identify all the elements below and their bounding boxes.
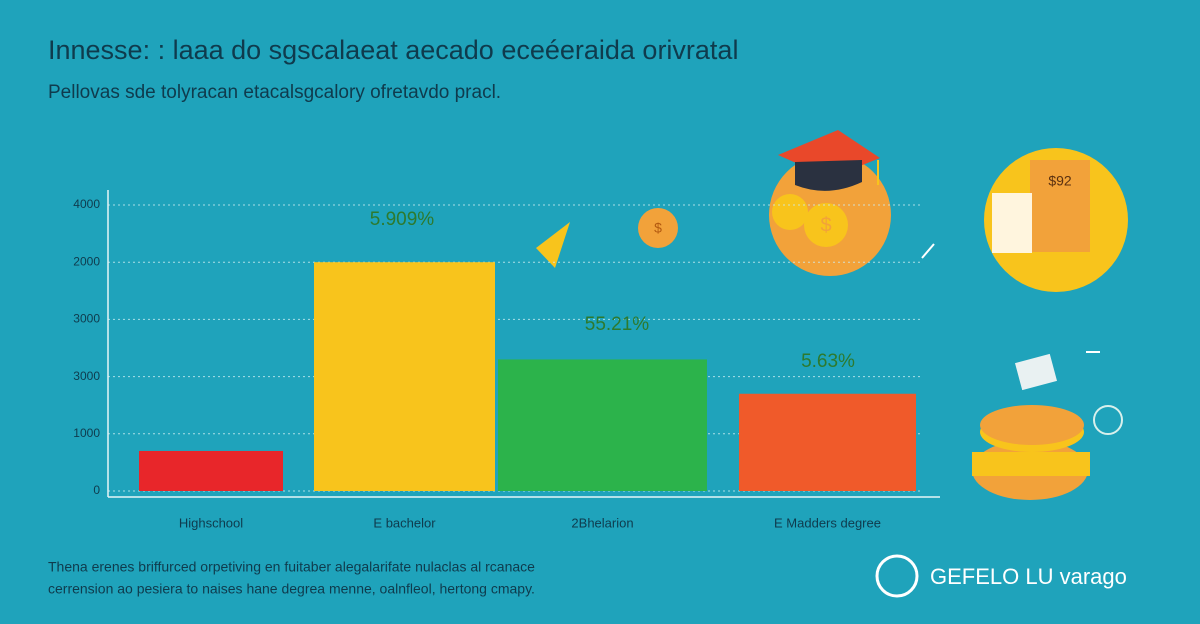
icon-tag [1030, 160, 1090, 252]
icon-clock [1093, 405, 1123, 435]
icon-coin [772, 194, 808, 230]
icon-sparkle [921, 243, 1100, 353]
y-tick-label: 0 [93, 483, 100, 497]
y-tick-label: 4000 [73, 197, 100, 211]
annotation: 5.909% [370, 209, 435, 230]
icon-coin-top [980, 405, 1084, 445]
icon-paper [992, 193, 1032, 253]
icon-coin [804, 203, 848, 247]
illustrations [536, 130, 1128, 598]
annotation: 5.63% [801, 351, 855, 372]
bar [139, 450, 283, 491]
x-tick-label: E bachelor [373, 515, 436, 530]
chart-subtitle: Pellovas sde tolyracan etacalsgcalory of… [48, 82, 501, 103]
icon-coin [638, 208, 678, 248]
x-tick-label: Highschool [179, 515, 243, 530]
y-tick-label: 3000 [73, 312, 100, 326]
icon-label: $ [654, 220, 662, 236]
icon-cap-base [795, 160, 862, 191]
bar [314, 262, 495, 491]
y-tick-label: 2000 [73, 254, 100, 268]
annotation: 55.21% [585, 314, 650, 335]
logo-mark [875, 554, 919, 598]
icon-bills [1014, 353, 1058, 391]
chart-title: Innesse: : laaa do sgscalaeat aecado ece… [48, 35, 738, 65]
icon-label: $ [820, 214, 831, 236]
icon-cone [536, 222, 570, 268]
footer-line: Thena erenes briffurced orpetiving en fu… [48, 559, 535, 575]
y-tick-label: 1000 [73, 426, 100, 440]
plot: 4000 2000 3000 3000 1000 0 Highschool E bachelo… [73, 190, 940, 530]
bar [739, 393, 916, 491]
footer-line: cerrension ao pesiera to naises hane deg… [48, 581, 535, 597]
x-tick-label: E Madders degree [774, 515, 881, 530]
bar [498, 359, 707, 491]
x-tick-label: 2Bhelarion [571, 515, 633, 530]
y-tick-label: 3000 [73, 369, 100, 383]
icon-label: $92 [1048, 173, 1072, 189]
icon-book [972, 452, 1090, 476]
logo-text: GEFELO LU varago [930, 564, 1127, 589]
